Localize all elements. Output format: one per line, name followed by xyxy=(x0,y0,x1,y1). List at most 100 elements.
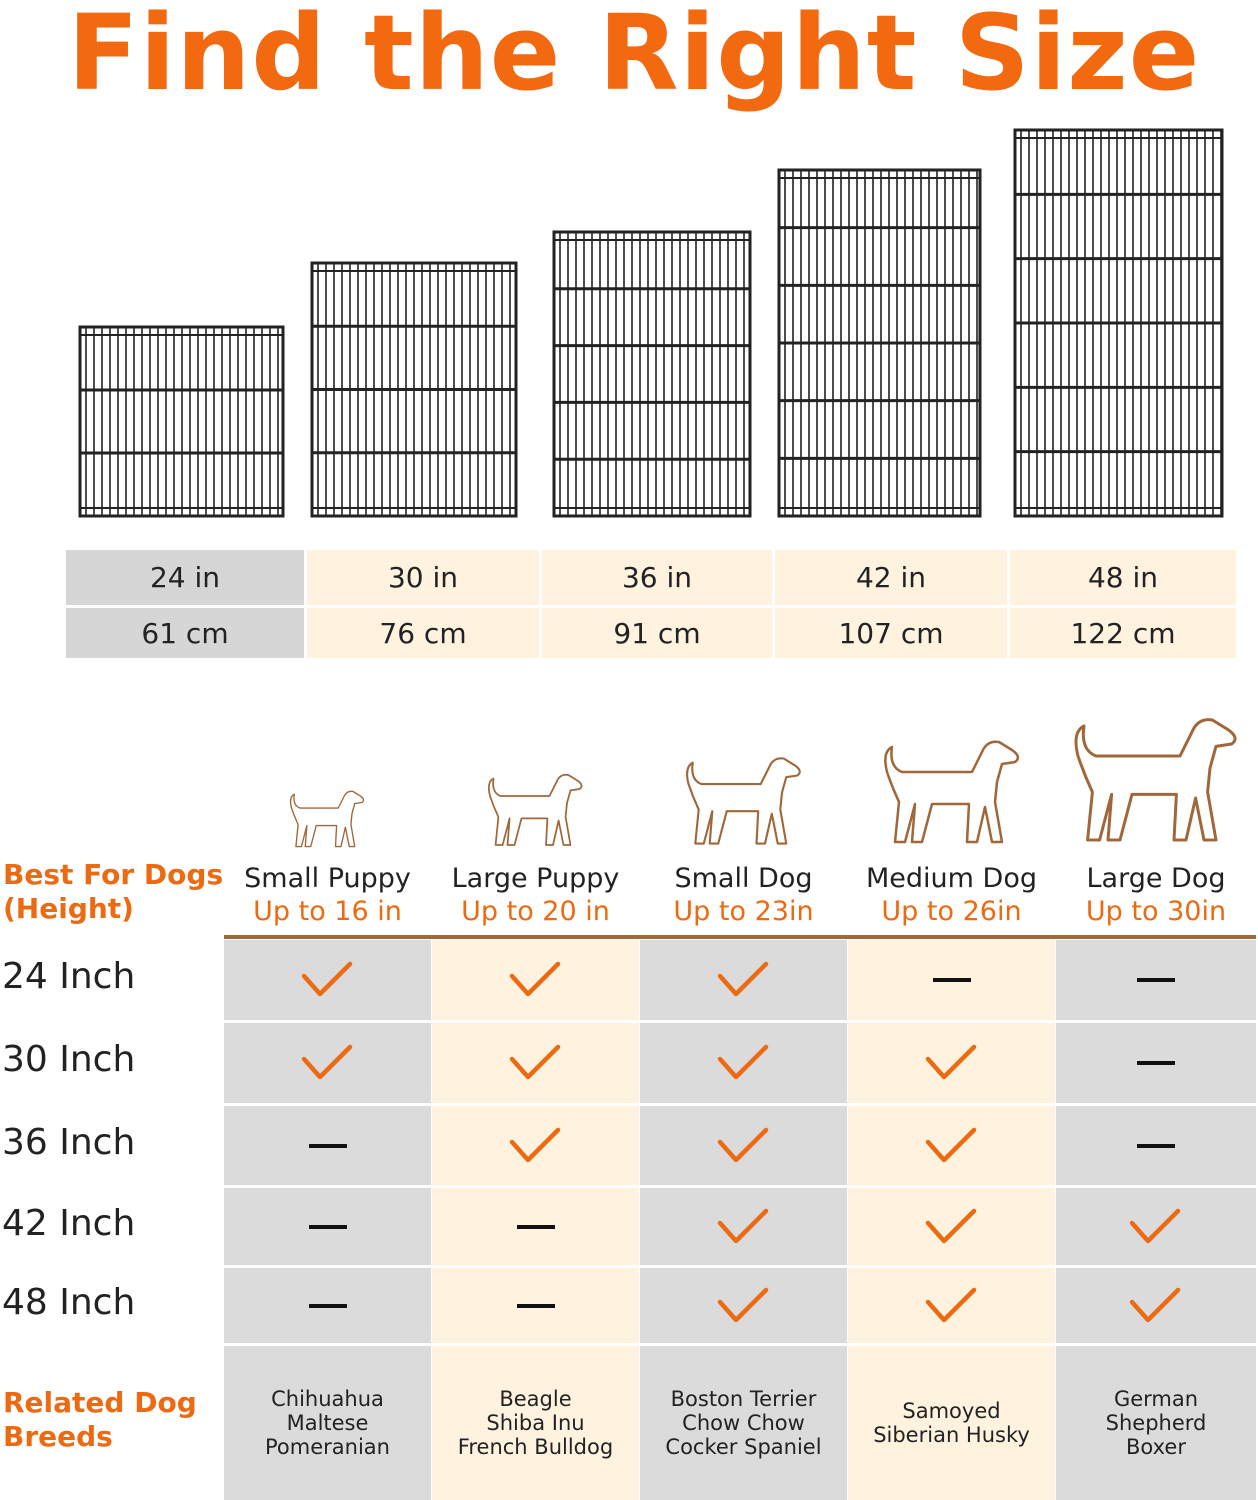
breed-list: Beagle Shiba Inu French Bulldog xyxy=(458,1387,613,1459)
fit-cell-no xyxy=(432,1188,639,1265)
breed-name: Chihuahua xyxy=(271,1387,384,1411)
fit-cell-yes xyxy=(848,1188,1055,1265)
checkmark-stroke xyxy=(717,1127,768,1162)
checkmark-stroke xyxy=(717,1044,768,1080)
best-for-label: Best For Dogs (Height) xyxy=(3,858,223,926)
dog-outline xyxy=(1074,718,1237,842)
fit-cell-yes xyxy=(432,1106,639,1185)
breed-name: Boston Terrier xyxy=(670,1387,817,1411)
dash-icon xyxy=(932,978,971,982)
dog-name: Large Dog xyxy=(1086,863,1226,894)
dash-icon xyxy=(308,1303,347,1308)
size-inches: 42 in xyxy=(775,550,1007,605)
dash-icon xyxy=(516,1303,555,1308)
dog-name: Small Dog xyxy=(674,863,813,894)
breeds-label-line2: Breeds xyxy=(3,1420,113,1453)
breed-cell: German Shepherd Boxer xyxy=(1056,1346,1256,1500)
breed-cell: Chihuahua Maltese Pomeranian xyxy=(224,1346,431,1500)
fit-cell-yes xyxy=(1056,1188,1256,1265)
dash-icon xyxy=(308,1224,347,1229)
breed-name: Beagle xyxy=(499,1387,572,1411)
checkmark-icon xyxy=(925,1127,976,1162)
checkmark-stroke xyxy=(925,1044,976,1080)
breed-cell: Boston Terrier Chow Chow Cocker Spaniel xyxy=(640,1346,847,1500)
breed-name: Samoyed xyxy=(902,1399,1001,1423)
size-cm: 122 cm xyxy=(1010,608,1236,658)
dash-icon xyxy=(1137,1061,1175,1065)
checkmark-icon xyxy=(925,1044,976,1080)
size-inches: 48 in xyxy=(1010,550,1236,605)
checkmark-icon xyxy=(509,961,560,997)
row-label: 36 Inch xyxy=(2,1121,136,1163)
dog-icon xyxy=(883,740,1019,844)
playpen-5 xyxy=(1013,128,1224,518)
dog-height: Up to 26in xyxy=(881,896,1022,927)
breed-list: Boston Terrier Chow Chow Cocker Spaniel xyxy=(665,1387,821,1459)
row-label: 42 Inch xyxy=(2,1202,136,1244)
breeds-label: Related Dog Breeds xyxy=(3,1386,197,1454)
fit-cell-no xyxy=(848,940,1055,1020)
dog-height: Up to 16 in xyxy=(253,896,402,927)
checkmark-stroke xyxy=(717,961,768,997)
breed-name: German xyxy=(1113,1387,1199,1411)
fit-cell-yes xyxy=(224,940,431,1020)
checkmark-icon xyxy=(717,1044,768,1080)
dash-icon xyxy=(308,1143,347,1148)
playpen-4 xyxy=(777,168,982,518)
dog-icon xyxy=(290,790,365,848)
dog-height: Up to 20 in xyxy=(461,896,610,927)
fit-cell-no xyxy=(224,1268,431,1343)
fit-cell-yes xyxy=(848,1106,1055,1185)
breed-name: Chow Chow xyxy=(682,1411,805,1435)
checkmark-stroke xyxy=(301,961,352,997)
breed-cell: Beagle Shiba Inu French Bulldog xyxy=(432,1346,639,1500)
checkmark-stroke xyxy=(1129,1287,1181,1322)
fit-cell-yes xyxy=(224,1023,431,1103)
dash-icon xyxy=(1137,978,1175,982)
breed-list: Chihuahua Maltese Pomeranian xyxy=(265,1387,390,1459)
playpen-1 xyxy=(78,325,285,518)
checkmark-icon xyxy=(301,1044,352,1080)
checkmark-stroke xyxy=(509,1127,560,1162)
best-for-label-line2: (Height) xyxy=(3,892,134,925)
dog-outline xyxy=(685,757,801,845)
fit-cell-no xyxy=(1056,940,1256,1020)
checkmark-icon xyxy=(1129,1287,1181,1322)
fit-cell-yes xyxy=(640,1268,847,1343)
fit-cell-no xyxy=(432,1268,639,1343)
fit-cell-no xyxy=(224,1188,431,1265)
size-inches: 30 in xyxy=(307,550,539,605)
fit-cell-yes xyxy=(848,1268,1055,1343)
dog-outline xyxy=(290,790,365,848)
dog-name: Large Puppy xyxy=(451,863,620,894)
dog-icon xyxy=(685,757,801,845)
fit-cell-no xyxy=(1056,1106,1256,1185)
fit-cell-no xyxy=(224,1106,431,1185)
dog-icon xyxy=(1074,718,1237,842)
fit-cell-yes xyxy=(848,1023,1055,1103)
checkmark-icon xyxy=(717,1208,768,1243)
checkmark-stroke xyxy=(925,1287,976,1322)
checkmark-icon xyxy=(717,1287,768,1322)
page-title: Find the Right Size xyxy=(67,0,1201,114)
checkmark-icon xyxy=(925,1287,976,1322)
row-label: 30 Inch xyxy=(2,1039,136,1080)
breed-name: Shepherd xyxy=(1105,1411,1207,1435)
dog-outline xyxy=(883,740,1019,844)
size-inches: 36 in xyxy=(542,550,772,605)
checkmark-icon xyxy=(1129,1208,1181,1243)
row-label: 24 Inch xyxy=(2,956,136,997)
fit-cell-yes xyxy=(640,1023,847,1103)
dash-icon xyxy=(516,1224,555,1229)
checkmark-stroke xyxy=(925,1127,976,1162)
playpen-images xyxy=(78,128,1224,518)
row-label: 48 Inch xyxy=(2,1281,136,1323)
checkmark-icon xyxy=(509,1127,560,1162)
playpen-2 xyxy=(310,261,518,518)
checkmark-icon xyxy=(925,1208,976,1243)
dog-name: Medium Dog xyxy=(866,863,1037,894)
size-cm: 76 cm xyxy=(307,608,539,658)
checkmark-stroke xyxy=(717,1287,768,1322)
breed-name: Siberian Husky xyxy=(873,1423,1030,1447)
breed-name: Maltese xyxy=(286,1411,369,1435)
